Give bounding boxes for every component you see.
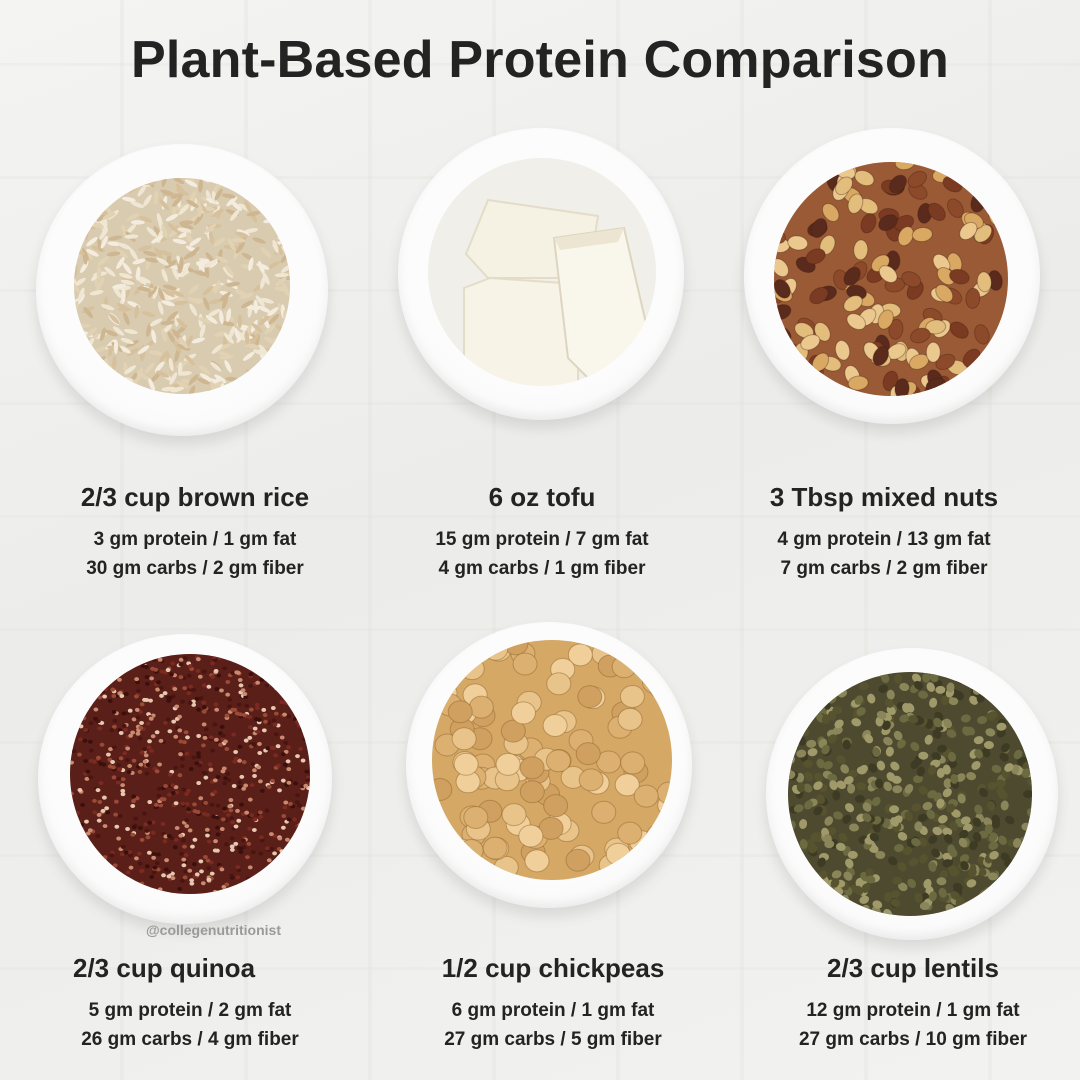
- lentils-bowl: [766, 648, 1058, 940]
- caption-chickpeas: 1/2 cup chickpeas 6 gm protein / 1 gm fa…: [403, 953, 703, 1054]
- item-carbs-fiber: 27 gm carbs / 5 gm fiber: [444, 1029, 662, 1050]
- item-protein-fat: 4 gm protein / 13 gm fat: [777, 529, 991, 550]
- item-protein-fat: 3 gm protein / 1 gm fat: [93, 529, 297, 550]
- item-carbs-fiber: 30 gm carbs / 2 gm fiber: [86, 558, 304, 579]
- caption-tofu: 6 oz tofu 15 gm protein / 7 gm fat 4 gm …: [392, 482, 692, 583]
- caption-lentils: 2/3 cup lentils 12 gm protein / 1 gm fat…: [763, 953, 1063, 1054]
- item-carbs-fiber: 26 gm carbs / 4 gm fiber: [81, 1029, 299, 1050]
- item-protein-fat: 12 gm protein / 1 gm fat: [806, 1000, 1020, 1021]
- caption-brown-rice: 2/3 cup brown rice 3 gm protein / 1 gm f…: [45, 482, 345, 583]
- item-protein-fat: 15 gm protein / 7 gm fat: [435, 529, 649, 550]
- quinoa-bowl: [38, 634, 332, 924]
- item-name: 2/3 cup brown rice: [80, 482, 310, 512]
- chickpeas-bowl: [406, 622, 692, 908]
- page-title: Plant-Based Protein Comparison: [131, 31, 949, 89]
- item-name: 3 Tbsp mixed nuts: [769, 482, 999, 512]
- watermark-credit: @collegenutritionist: [146, 922, 281, 938]
- item-name: 6 oz tofu: [488, 482, 596, 512]
- caption-mixed-nuts: 3 Tbsp mixed nuts 4 gm protein / 13 gm f…: [734, 482, 1034, 583]
- item-protein-fat: 6 gm protein / 1 gm fat: [451, 1000, 655, 1021]
- brown-rice-bowl: [36, 144, 328, 436]
- tofu-bowl: [398, 128, 684, 420]
- mixed-nuts-bowl: [744, 128, 1040, 424]
- item-carbs-fiber: 4 gm carbs / 1 gm fiber: [438, 558, 646, 579]
- item-carbs-fiber: 27 gm carbs / 10 gm fiber: [798, 1029, 1028, 1050]
- item-carbs-fiber: 7 gm carbs / 2 gm fiber: [780, 558, 988, 579]
- caption-quinoa: 2/3 cup quinoa 5 gm protein / 2 gm fat 2…: [40, 953, 340, 1054]
- item-name: 2/3 cup lentils: [827, 953, 999, 983]
- item-protein-fat: 5 gm protein / 2 gm fat: [88, 1000, 292, 1021]
- item-name: 1/2 cup chickpeas: [441, 953, 665, 983]
- item-name: 2/3 cup quinoa: [73, 953, 256, 983]
